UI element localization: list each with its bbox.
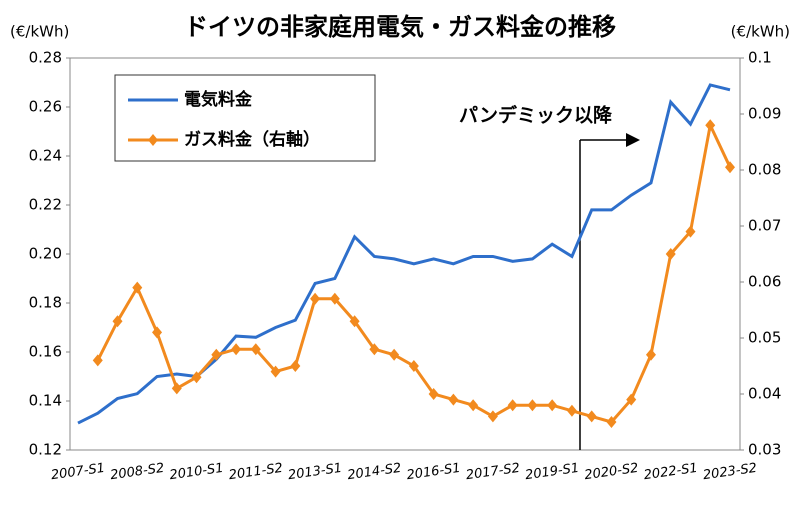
x-tick-label: 2011-S2 <box>228 461 284 483</box>
legend-marker <box>148 134 158 146</box>
marker <box>132 281 143 294</box>
marker <box>349 315 360 328</box>
y-tick-label: 0.26 <box>29 98 62 116</box>
y-tick-label: 0.16 <box>29 343 62 361</box>
x-tick-label: 2014-S2 <box>346 461 402 483</box>
marker <box>586 410 597 423</box>
marker <box>645 348 656 361</box>
marker <box>665 248 676 260</box>
marker <box>369 343 380 356</box>
y2-tick-label: 0.08 <box>748 161 781 179</box>
marker <box>685 225 696 238</box>
marker <box>171 382 182 395</box>
marker <box>152 326 163 339</box>
marker <box>329 292 340 305</box>
marker <box>507 399 518 412</box>
x-tick-label: 2016-S1 <box>406 461 462 483</box>
marker <box>231 343 242 356</box>
x-tick-label: 2019-S1 <box>524 461 580 483</box>
marker <box>270 365 281 378</box>
x-tick-label: 2008-S2 <box>109 461 165 483</box>
marker <box>112 315 123 328</box>
x-tick-label: 2023-S2 <box>702 461 758 483</box>
marker <box>487 410 498 423</box>
y-tick-label: 0.24 <box>29 147 62 165</box>
marker <box>211 348 222 361</box>
marker <box>606 416 617 428</box>
marker <box>389 348 400 361</box>
marker <box>408 360 419 372</box>
y-tick-label: 0.14 <box>29 392 62 410</box>
y2-tick-label: 0.06 <box>748 273 781 291</box>
y2-tick-label: 0.04 <box>748 385 781 403</box>
x-tick-label: 2013-S1 <box>287 461 343 483</box>
legend-label: ガス料金（右軸） <box>184 129 320 150</box>
y2-tick-label: 0.07 <box>748 217 781 235</box>
y-tick-label: 0.12 <box>29 441 62 459</box>
marker <box>566 404 577 417</box>
marker <box>468 399 479 412</box>
legend <box>114 74 376 162</box>
marker <box>725 161 735 174</box>
x-tick-label: 2022-S1 <box>643 461 699 483</box>
marker <box>626 393 637 406</box>
marker <box>250 343 261 356</box>
y2-tick-label: 0.09 <box>748 105 781 123</box>
marker <box>547 399 558 412</box>
marker <box>92 354 103 367</box>
marker <box>191 371 202 384</box>
y-tick-label: 0.22 <box>29 196 62 214</box>
marker <box>310 292 321 305</box>
x-tick-label: 2007-S1 <box>50 461 106 483</box>
x-tick-label: 2020-S2 <box>584 461 640 483</box>
annotation: パンデミック以降 <box>459 104 613 127</box>
x-tick-label: 2010-S1 <box>169 461 225 483</box>
y2-tick-label: 0.1 <box>748 49 772 67</box>
arrow-head <box>626 133 640 147</box>
marker <box>527 399 538 412</box>
marker <box>428 388 439 400</box>
marker <box>705 119 716 132</box>
y2-axis-label: (€/kWh) <box>731 23 790 41</box>
y-tick-label: 0.28 <box>29 49 62 67</box>
y2-tick-label: 0.05 <box>748 329 781 347</box>
marker <box>448 393 459 406</box>
y-tick-label: 0.18 <box>29 294 62 312</box>
x-tick-label: 2017-S2 <box>465 461 521 483</box>
series-line <box>77 83 731 425</box>
chart-title: ドイツの非家庭用電気・ガス料金の推移 <box>184 13 616 41</box>
marker <box>290 360 301 372</box>
y2-tick-label: 0.03 <box>748 441 781 459</box>
legend-label: 電気料金 <box>184 89 253 110</box>
y-tick-label: 0.20 <box>29 245 62 263</box>
y-axis-label: (€/kWh) <box>10 23 69 41</box>
